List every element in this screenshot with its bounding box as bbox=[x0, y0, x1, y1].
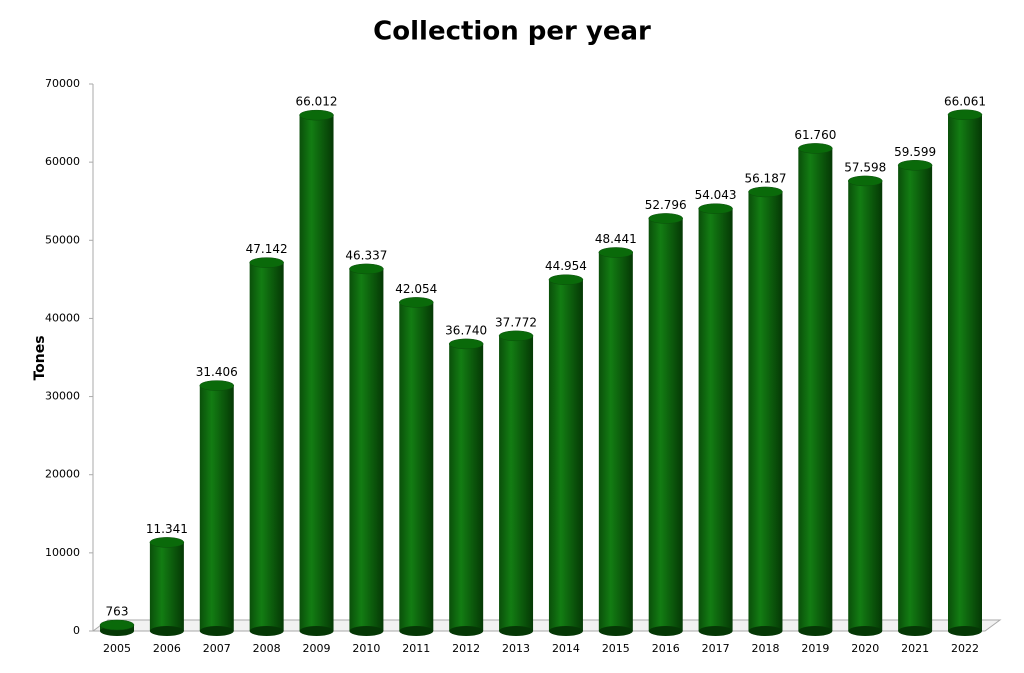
bar-top bbox=[299, 109, 334, 121]
bar-base bbox=[449, 626, 484, 636]
bar bbox=[698, 208, 733, 631]
value-label: 763 bbox=[106, 605, 129, 619]
bar-top bbox=[748, 186, 783, 198]
value-label: 59.599 bbox=[894, 145, 936, 159]
bar bbox=[149, 542, 184, 631]
bar-base bbox=[898, 626, 933, 636]
x-tick-label: 2007 bbox=[203, 642, 231, 655]
x-tick-label: 2012 bbox=[452, 642, 480, 655]
bar bbox=[449, 343, 484, 631]
bar bbox=[349, 268, 384, 631]
value-label: 66.012 bbox=[296, 95, 338, 109]
x-tick-label: 2011 bbox=[402, 642, 430, 655]
bar bbox=[548, 279, 583, 631]
x-tick-label: 2010 bbox=[352, 642, 380, 655]
x-tick-label: 2014 bbox=[552, 642, 580, 655]
y-tick-label: 30000 bbox=[45, 390, 80, 403]
bar-top bbox=[498, 330, 534, 342]
bar-base bbox=[349, 626, 384, 636]
bar-base bbox=[399, 626, 434, 636]
value-label: 52.796 bbox=[645, 198, 687, 212]
bar bbox=[948, 114, 982, 632]
bar-base bbox=[199, 626, 234, 636]
x-tick-label: 2016 bbox=[652, 642, 680, 655]
bar-top bbox=[698, 203, 733, 214]
bar bbox=[249, 262, 284, 631]
bar-top bbox=[399, 297, 434, 308]
y-tick-label: 0 bbox=[73, 624, 80, 637]
bar bbox=[898, 165, 933, 632]
value-label: 42.054 bbox=[395, 282, 437, 296]
bar-base bbox=[249, 626, 284, 636]
bar-top bbox=[548, 274, 584, 285]
bar-top bbox=[149, 537, 185, 548]
bar-top bbox=[199, 380, 235, 391]
bar-base bbox=[149, 626, 184, 636]
x-tick-label: 2022 bbox=[951, 642, 979, 655]
value-label: 44.954 bbox=[545, 259, 587, 273]
bar-base bbox=[299, 626, 334, 636]
bar-base bbox=[598, 626, 633, 636]
x-tick-label: 2009 bbox=[303, 642, 331, 655]
bar bbox=[299, 115, 334, 631]
x-tick-label: 2019 bbox=[801, 642, 829, 655]
value-label: 66.061 bbox=[944, 94, 986, 108]
x-tick-label: 2018 bbox=[751, 642, 779, 655]
value-label: 31.406 bbox=[196, 365, 238, 379]
bar-top bbox=[897, 160, 933, 171]
bar-top bbox=[847, 175, 883, 187]
value-label: 46.337 bbox=[345, 248, 387, 262]
bar-top bbox=[798, 143, 833, 154]
bar-base bbox=[798, 626, 833, 636]
bar-base bbox=[548, 626, 583, 636]
x-tick-label: 2021 bbox=[901, 642, 929, 655]
value-label: 56.187 bbox=[744, 171, 786, 185]
bar-top bbox=[249, 257, 284, 268]
value-label: 48.441 bbox=[595, 232, 637, 246]
y-tick-label: 40000 bbox=[45, 311, 80, 324]
y-tick-label: 20000 bbox=[45, 468, 80, 481]
bar bbox=[199, 385, 234, 631]
x-tick-label: 2008 bbox=[253, 642, 281, 655]
bar bbox=[399, 302, 434, 631]
bar-top bbox=[947, 109, 983, 121]
value-label: 61.760 bbox=[794, 128, 836, 142]
bar-base bbox=[499, 626, 534, 636]
bar-top bbox=[598, 247, 634, 258]
x-tick-label: 2006 bbox=[153, 642, 181, 655]
chart-title: Collection per year bbox=[373, 17, 651, 47]
x-tick-label: 2017 bbox=[702, 642, 730, 655]
y-tick-label: 70000 bbox=[45, 77, 80, 90]
bar bbox=[848, 180, 883, 631]
y-axis-label: Tones bbox=[32, 335, 48, 380]
bar bbox=[499, 335, 534, 631]
bar-base bbox=[648, 626, 683, 636]
bar bbox=[598, 252, 633, 631]
x-tick-label: 2020 bbox=[851, 642, 879, 655]
y-tick-label: 50000 bbox=[45, 233, 80, 246]
x-tick-label: 2013 bbox=[502, 642, 530, 655]
bar-top bbox=[349, 263, 384, 275]
x-tick-label: 2015 bbox=[602, 642, 630, 655]
bar bbox=[648, 218, 683, 632]
value-label: 36.740 bbox=[445, 323, 487, 337]
bar-base bbox=[848, 626, 883, 636]
bar bbox=[798, 148, 833, 631]
bar-top bbox=[648, 213, 683, 224]
x-tick-label: 2005 bbox=[103, 642, 131, 655]
value-label: 57.598 bbox=[844, 160, 886, 174]
bar-base bbox=[748, 626, 783, 636]
value-label: 47.142 bbox=[246, 242, 288, 256]
y-tick-label: 60000 bbox=[45, 155, 80, 168]
bar bbox=[748, 191, 783, 632]
value-label: 11.341 bbox=[146, 522, 188, 536]
y-tick-label: 10000 bbox=[45, 546, 80, 559]
bar-top bbox=[99, 619, 135, 631]
bar-top bbox=[448, 338, 484, 350]
bar-base bbox=[698, 626, 733, 636]
bar-base bbox=[948, 626, 982, 636]
value-label: 37.772 bbox=[495, 315, 537, 329]
value-label: 54.043 bbox=[695, 188, 737, 202]
